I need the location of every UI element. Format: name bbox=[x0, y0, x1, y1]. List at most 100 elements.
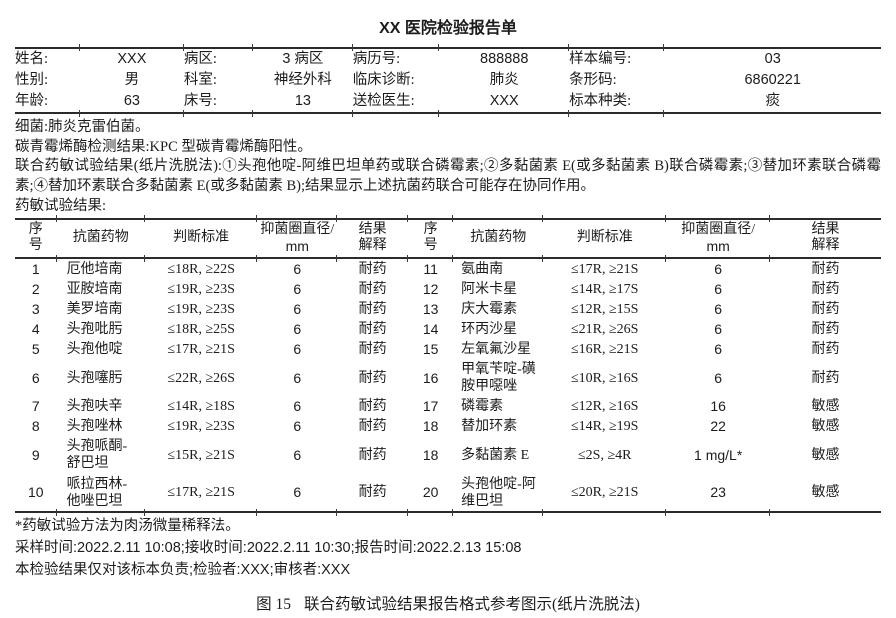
column-header: 抑菌圈直径/mm bbox=[257, 213, 337, 261]
criteria-cell: ≤15R, ≥21S bbox=[167, 447, 235, 463]
criteria-cell: ≤20R, ≥21S bbox=[543, 474, 667, 517]
zone-diameter-cell: 6 bbox=[293, 341, 302, 357]
findings-section: 细菌:肺炎克雷伯菌。 碳青霉烯酶检测结果:KPC 型碳青霉烯酶阳性。 联合药敏试… bbox=[15, 118, 881, 217]
interpretation-cell: 敏感 bbox=[811, 447, 840, 463]
field-value: 痰 bbox=[765, 92, 780, 109]
criteria-cell: ≤16R, ≥21S bbox=[570, 342, 639, 357]
interpretation-cell: 耐药 bbox=[358, 399, 387, 415]
drug-name-cell: 头孢呋辛 bbox=[66, 399, 123, 415]
drug-name-cell: 环丙沙星 bbox=[461, 321, 518, 337]
interpretation-cell: 耐药 bbox=[358, 419, 387, 435]
seq-number-cell: 3 bbox=[31, 300, 40, 317]
interpretation-cell: 敏感 bbox=[811, 485, 840, 501]
column-header: 序号 bbox=[408, 213, 454, 261]
field-label: 床号: bbox=[184, 91, 254, 117]
zone-diameter-cell: 6 bbox=[293, 369, 302, 386]
susceptibility-intro: 药敏试验结果: bbox=[15, 197, 107, 214]
field-label: 标本种类: bbox=[569, 91, 665, 117]
table-header-row: 序号 抗菌药物 判断标准 抑菌圈直径/mm 结果 解释 序号 抗菌药物 判断标准 … bbox=[15, 213, 881, 261]
drug-name-cell: 甲氧苄啶-磺胺甲噁唑 bbox=[461, 362, 536, 395]
field-label: 科室: bbox=[183, 71, 217, 88]
drug-name-cell: 头孢哌酮-舒巴坦 bbox=[66, 439, 128, 472]
interpretation-cell: 耐药 bbox=[358, 261, 387, 277]
seq-number-cell: 4 bbox=[31, 320, 40, 337]
zone-diameter-cell: 6 bbox=[293, 280, 302, 297]
table-row: 5 头孢他啶 ≤17R, ≥21S 6 耐药 15 左氧氟沙星 ≤16R, ≥2… bbox=[15, 340, 881, 360]
zone-diameter-cell: 6 bbox=[714, 300, 723, 317]
field-value: 肺炎 bbox=[489, 71, 519, 88]
zone-diameter-cell: 6 bbox=[257, 474, 337, 517]
zone-diameter-cell: 6 bbox=[293, 260, 302, 277]
column-header: 抑菌圈直径/mm bbox=[666, 213, 771, 261]
interpretation-cell: 耐药 bbox=[358, 447, 387, 463]
seq-number-cell: 11 bbox=[423, 260, 438, 277]
drug-name-cell: 厄他培南 bbox=[66, 261, 123, 277]
criteria-cell: ≤14R, ≥18S bbox=[167, 399, 235, 415]
field-label: 条形码: bbox=[569, 71, 617, 88]
drug-name-cell: 美罗培南 bbox=[66, 301, 123, 317]
seq-number-cell: 5 bbox=[31, 341, 40, 357]
patient-row: 姓名: XXX 病区: 3 病区 病历号: 888888 样本编号: 03 bbox=[15, 43, 881, 70]
table-row: 1 厄他培南 ≤18R, ≥22S 6 耐药 11 氨曲南 ≤17R, ≥21S… bbox=[15, 258, 881, 279]
figure-number: 图 15 bbox=[256, 595, 292, 613]
field-value: 3 病区 bbox=[253, 43, 353, 70]
seq-number-cell: 6 bbox=[31, 369, 40, 386]
seq-number-cell: 2 bbox=[31, 280, 40, 297]
column-header: 判断标准 bbox=[543, 213, 667, 261]
zone-diameter-cell: 6 bbox=[714, 260, 723, 277]
interpretation-cell: 耐药 bbox=[358, 301, 387, 317]
column-header: 抗菌药物 bbox=[453, 213, 544, 261]
criteria-cell: ≤19R, ≥23S bbox=[167, 301, 235, 317]
field-value: 63 bbox=[80, 91, 184, 117]
column-header: 抗菌药物 bbox=[57, 213, 146, 261]
zone-diameter-cell: 6 bbox=[714, 341, 723, 357]
seq-number-cell: 20 bbox=[408, 474, 454, 517]
column-header: 序号 bbox=[15, 213, 57, 261]
zone-diameter-cell: 6 bbox=[293, 446, 302, 463]
field-value: 6860221 bbox=[744, 71, 801, 88]
drug-name-cell: 阿米卡星 bbox=[461, 281, 518, 297]
zone-diameter-cell: 6 bbox=[714, 320, 723, 337]
report-times: 采样时间:2022.2.11 10:08;接收时间:2022.2.11 10:3… bbox=[15, 539, 522, 556]
field-label: 送检医生: bbox=[353, 91, 440, 117]
seq-number-cell: 18 bbox=[422, 418, 439, 435]
bacteria-result: 细菌:肺炎克雷伯菌。 bbox=[15, 119, 150, 135]
drug-name-cell: 亚胺培南 bbox=[66, 281, 123, 297]
seq-number-cell: 1 bbox=[31, 260, 40, 277]
interpretation-cell: 耐药 bbox=[358, 342, 387, 357]
drug-name-cell: 替加环素 bbox=[461, 419, 518, 435]
zone-diameter-cell: 23 bbox=[666, 474, 771, 517]
table-row: 2 亚胺培南 ≤19R, ≥23S 6 耐药 12 阿米卡星 ≤14R, ≥17… bbox=[15, 279, 881, 299]
zone-diameter-cell: 6 bbox=[293, 418, 302, 435]
criteria-cell: ≤22R, ≥26S bbox=[167, 370, 235, 386]
drug-name-cell: 头孢他啶 bbox=[66, 342, 123, 357]
field-value: 03 bbox=[764, 50, 781, 67]
criteria-cell: ≤18R, ≥25S bbox=[167, 321, 235, 337]
criteria-cell: ≤14R, ≥19S bbox=[570, 419, 639, 435]
patient-row: 年龄: 63 床号: 13 送检医生: XXX 标本种类: 痰 bbox=[15, 91, 881, 117]
interpretation-cell: 耐药 bbox=[811, 370, 840, 386]
interpretation-cell: 耐药 bbox=[811, 321, 840, 337]
zone-diameter-cell: 6 bbox=[714, 369, 723, 386]
table-row: 6 头孢噻肟 ≤22R, ≥26S 6 耐药 16 甲氧苄啶-磺胺甲噁唑 ≤10… bbox=[15, 360, 881, 397]
patient-row: 性别: 男 科室: 神经外科 临床诊断: 肺炎 条形码: 6860221 bbox=[15, 70, 881, 91]
interpretation-cell: 耐药 bbox=[358, 281, 387, 297]
patient-info-table: 姓名: XXX 病区: 3 病区 病历号: 888888 样本编号: 03 性别… bbox=[15, 43, 881, 117]
seq-number-cell: 16 bbox=[422, 369, 439, 386]
criteria-cell: ≤10R, ≥16S bbox=[570, 370, 639, 386]
criteria-cell: ≤2S, ≥4R bbox=[577, 447, 632, 463]
zone-diameter-cell: 6 bbox=[293, 300, 302, 317]
drug-name-cell: 哌拉西林-他唑巴坦 bbox=[57, 474, 146, 517]
interpretation-cell: 耐药 bbox=[337, 474, 409, 517]
criteria-cell: ≤17R, ≥21S bbox=[167, 342, 235, 357]
page-title: XX 医院检验报告单 bbox=[379, 20, 517, 37]
column-header: 结果 解释 bbox=[811, 221, 840, 254]
interpretation-cell: 耐药 bbox=[358, 370, 387, 386]
interpretation-cell: 耐药 bbox=[811, 261, 840, 277]
field-value: 男 bbox=[124, 71, 140, 88]
table-row: 7 头孢呋辛 ≤14R, ≥18S 6 耐药 17 磷霉素 ≤12R, ≥16S… bbox=[15, 397, 881, 417]
interpretation-cell: 耐药 bbox=[811, 342, 840, 357]
zone-diameter-cell: 1 mg/L* bbox=[694, 446, 743, 463]
zone-diameter-cell: 16 bbox=[710, 398, 726, 415]
combination-result: 联合药敏试验结果(纸片洗脱法):①头孢他啶-阿维巴坦单药或联合磷霉素;②多黏菌素… bbox=[15, 158, 881, 195]
